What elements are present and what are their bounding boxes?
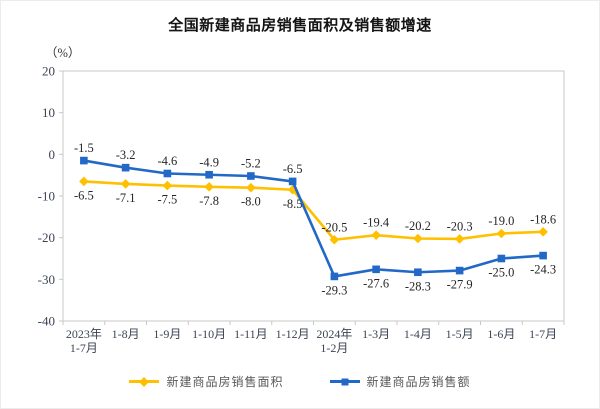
legend-line-sample — [129, 376, 160, 387]
legend-item-area: 新建商品房销售面积 — [129, 373, 283, 390]
square-marker — [455, 266, 464, 275]
legend-line-sample — [329, 378, 360, 385]
data-label: -7.5 — [157, 193, 177, 207]
square-marker — [372, 265, 380, 274]
chart-title: 全国新建商品房销售面积及销售额增速 — [168, 17, 432, 34]
x-axis-category-label: 1-8月 — [112, 327, 140, 341]
x-axis-category-label: 1-11月 — [234, 327, 268, 341]
diamond-marker — [204, 182, 214, 192]
data-label: -7.8 — [199, 194, 219, 208]
data-label: -27.9 — [447, 278, 473, 292]
data-label: -18.6 — [530, 212, 556, 226]
y-axis-tick-label: 0 — [49, 147, 56, 162]
data-label: -19.0 — [488, 214, 514, 228]
square-marker — [205, 170, 213, 179]
data-label: -25.0 — [488, 266, 514, 280]
chart-legend: 新建商品房销售面积 新建商品房销售额 — [1, 373, 599, 390]
data-label: -20.5 — [321, 220, 347, 234]
data-label: -28.3 — [405, 279, 431, 293]
data-label: -4.9 — [199, 155, 219, 169]
legend-label: 新建商品房销售额 — [366, 375, 471, 389]
diamond-marker — [246, 182, 256, 193]
data-label: -7.1 — [116, 191, 136, 205]
diamond-marker — [371, 230, 381, 240]
x-axis-category-label: 1-9月 — [153, 327, 181, 341]
diamond-marker — [329, 234, 340, 245]
square-marker — [414, 268, 422, 277]
square-marker — [121, 163, 130, 172]
diamond-marker — [162, 180, 173, 191]
y-axis-tick-label: 10 — [42, 105, 55, 120]
diamond-marker — [538, 227, 548, 237]
data-label: -20.2 — [405, 219, 431, 233]
x-axis-category-label: 2024年 1-2月 — [316, 327, 352, 355]
square-marker — [539, 251, 547, 260]
square-marker — [80, 156, 88, 165]
y-axis-unit-label: （%） — [45, 46, 81, 60]
square-marker-icon — [341, 378, 348, 385]
plot-border — [62, 70, 565, 322]
data-label: -6.5 — [74, 188, 94, 202]
square-marker — [497, 254, 506, 263]
diamond-marker — [413, 233, 423, 244]
y-axis-tick-label: -30 — [38, 272, 55, 287]
data-label: -29.3 — [321, 283, 347, 297]
diamond-marker-icon — [139, 376, 150, 387]
y-axis-tick-label: -20 — [38, 230, 55, 245]
series-area: -6.5 -7.1 -7.5 -7.8 -8.0 -8.5 -20.5 -19.4 -20.2 -… — [74, 176, 556, 245]
x-axis-category-label: 1-6月 — [487, 327, 515, 341]
data-label: -1.5 — [74, 141, 94, 155]
square-marker — [247, 172, 255, 180]
series-amount-line — [83, 159, 544, 278]
x-axis: 2023年 1-7月 1-8月 1-9月 1-10月 1-11月 1-12月 2024年 1-2… — [62, 321, 565, 355]
data-label: -27.6 — [363, 276, 389, 290]
x-axis-category-label: 1-5月 — [446, 327, 474, 341]
square-marker — [288, 177, 297, 186]
legend-label: 新建商品房销售面积 — [166, 375, 284, 389]
diamond-marker — [454, 234, 465, 244]
data-label: -3.2 — [116, 148, 136, 162]
x-axis-category-label: 2023年 1-7月 — [66, 327, 102, 355]
data-label: -8.5 — [283, 197, 303, 211]
diamond-marker — [79, 176, 89, 187]
square-marker — [163, 169, 172, 178]
series-amount: -1.5 -3.2 -4.6 -4.9 -5.2 -6.5 -29.3 -27.6 -28.3 -… — [74, 141, 556, 297]
y-axis-tick-label: -40 — [38, 314, 55, 329]
y-axis: 20 10 0 -10 -20 -30 -40 — [38, 64, 63, 329]
x-axis-category-label: 1-4月 — [404, 327, 432, 341]
data-label: -8.0 — [241, 195, 261, 209]
series-area-line — [83, 180, 544, 242]
data-label: -5.2 — [241, 157, 261, 171]
x-axis-category-label: 1-3月 — [362, 327, 390, 341]
x-axis-category-label: 1-7月 — [529, 327, 557, 341]
data-label: -24.3 — [530, 263, 556, 277]
data-label: -20.3 — [447, 219, 473, 233]
diamond-marker — [120, 179, 131, 189]
diamond-marker — [496, 228, 507, 239]
x-axis-category-label: 1-12月 — [276, 327, 310, 341]
square-marker — [330, 272, 339, 281]
y-axis-tick-label: -10 — [38, 189, 55, 204]
y-axis-tick-label: 20 — [42, 64, 55, 79]
x-axis-category-label: 1-10月 — [192, 327, 226, 341]
legend-item-amount: 新建商品房销售额 — [329, 373, 471, 390]
data-label: -4.6 — [157, 154, 177, 168]
data-label: -6.5 — [283, 162, 303, 176]
data-label: -19.4 — [363, 216, 390, 230]
